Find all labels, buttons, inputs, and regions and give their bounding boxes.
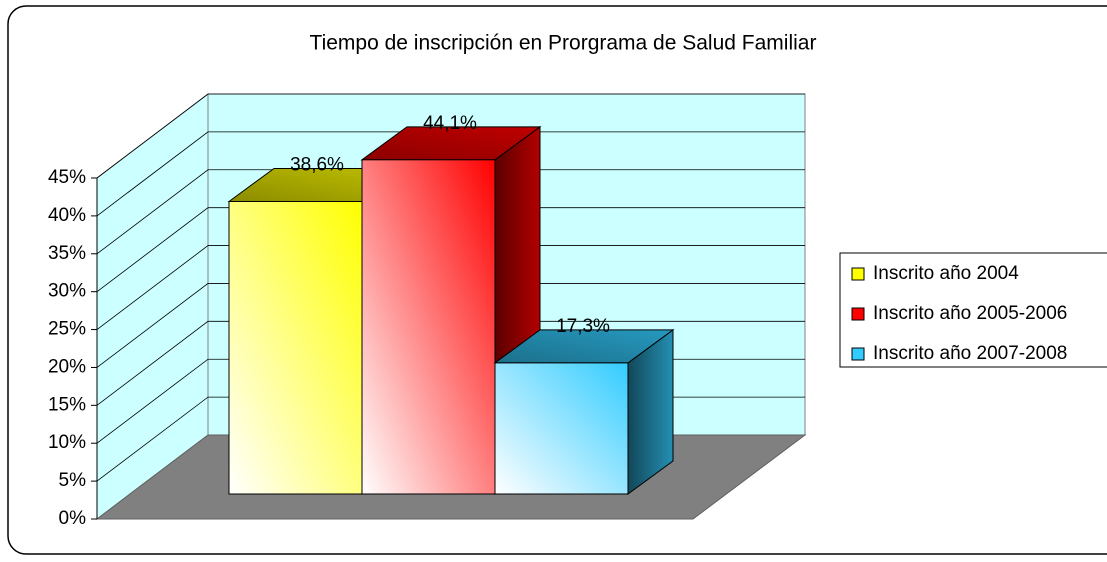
y-tick-label: 30%: [48, 281, 86, 302]
legend-label: Inscrito año 2004: [873, 263, 1019, 284]
legend-label: Inscrito año 2007-2008: [873, 343, 1067, 364]
data-label: 17,3%: [556, 316, 610, 337]
grid-line: [96, 131, 805, 217]
y-tick-label: 15%: [48, 394, 86, 415]
data-label: 44,1%: [423, 113, 477, 134]
y-tick-label: 20%: [48, 356, 86, 377]
bar: [361, 159, 496, 495]
y-tick-label: 10%: [48, 432, 86, 453]
y-tick-label: 5%: [59, 470, 87, 491]
y-tick-label: 45%: [48, 167, 86, 188]
y-tick-label: 25%: [48, 319, 86, 340]
bar: [494, 362, 629, 495]
legend-label: Inscrito año 2005-2006: [873, 303, 1067, 324]
bar: [228, 200, 363, 495]
y-tick-label: 40%: [48, 205, 86, 226]
chart-title: Tiempo de inscripción en Prorgrama de Sa…: [310, 32, 817, 55]
y-tick-label: 35%: [48, 243, 86, 264]
grid-line: [96, 169, 805, 255]
legend-swatch: [851, 347, 865, 361]
grid-line: [96, 283, 805, 368]
legend: [839, 252, 1107, 368]
y-tick-label: 0%: [59, 508, 87, 529]
grid-line: [96, 245, 805, 330]
legend-swatch: [851, 267, 865, 281]
grid-line: [96, 207, 805, 292]
grid-line: [96, 93, 805, 179]
legend-swatch: [851, 307, 865, 321]
grid-line: [96, 320, 805, 406]
data-label: 38,6%: [290, 155, 344, 176]
